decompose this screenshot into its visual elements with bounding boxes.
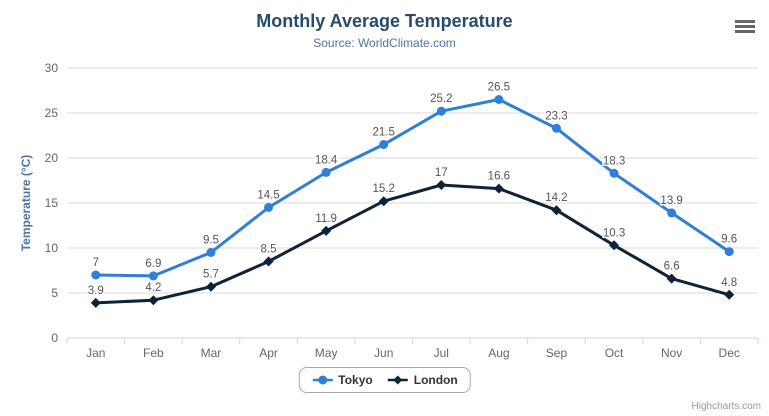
series-line-tokyo xyxy=(94,98,731,278)
y-axis-tick-label: 20 xyxy=(45,151,59,165)
data-point-tokyo-jul[interactable] xyxy=(436,106,446,116)
data-point-label: 11.9 xyxy=(315,213,337,225)
x-axis-label: Jun xyxy=(374,346,393,360)
tokyo-circle-marker-icon xyxy=(312,375,333,385)
data-point-tokyo-dec[interactable] xyxy=(724,247,734,257)
data-point-label: 6.9 xyxy=(145,258,161,270)
data-point-label: 9.5 xyxy=(203,235,219,247)
data-point-tokyo-mar[interactable] xyxy=(206,248,216,257)
data-point-label: 17 xyxy=(435,167,448,179)
data-point-tokyo-sep[interactable] xyxy=(551,123,561,133)
data-point-label: 6.6 xyxy=(664,261,680,273)
data-point-london-sep[interactable] xyxy=(551,205,562,216)
data-point-london-jul[interactable] xyxy=(436,180,447,190)
x-axis-label: Feb xyxy=(143,346,164,360)
x-axis-label: Nov xyxy=(661,346,682,360)
london-diamond-marker-icon xyxy=(387,375,408,385)
data-point-london-jun[interactable] xyxy=(378,196,389,207)
data-point-label: 18.4 xyxy=(315,154,338,166)
legend-label-tokyo: Tokyo xyxy=(338,373,373,387)
data-point-label: 9.6 xyxy=(721,234,737,246)
hamburger-icon xyxy=(735,19,755,23)
data-point-label: 8.5 xyxy=(261,244,277,256)
data-point-label: 4.2 xyxy=(145,282,161,294)
data-point-label: 7 xyxy=(93,257,99,269)
data-point-label: 18.3 xyxy=(603,155,625,167)
data-point-tokyo-apr[interactable] xyxy=(264,203,274,212)
x-axis-label: Oct xyxy=(605,346,624,360)
data-point-label: 4.8 xyxy=(721,277,737,289)
legend-item-tokyo[interactable]: Tokyo xyxy=(311,373,373,387)
data-point-label: 5.7 xyxy=(203,269,219,281)
legend-label-london: London xyxy=(413,373,458,387)
data-point-tokyo-jun[interactable] xyxy=(379,140,389,149)
data-point-london-jan[interactable] xyxy=(90,297,101,308)
y-axis-tick-label: 25 xyxy=(45,106,59,120)
data-point-label: 23.3 xyxy=(545,110,567,122)
y-axis-tick-label: 30 xyxy=(45,61,59,75)
legend-item-london[interactable]: London xyxy=(387,373,458,387)
legend: Tokyo London xyxy=(298,367,471,393)
chart-title: Monthly Average Temperature xyxy=(256,11,513,31)
y-axis-tick-label: 0 xyxy=(51,331,58,345)
x-axis-label: Mar xyxy=(201,346,222,360)
data-point-label: 25.2 xyxy=(430,93,452,105)
x-axis-label: Sep xyxy=(546,346,568,360)
data-point-label: 13.9 xyxy=(660,195,682,207)
data-point-label: 14.5 xyxy=(257,190,279,202)
x-axis-label: Apr xyxy=(259,346,278,360)
chart-subtitle: Source: WorldClimate.com xyxy=(313,36,456,50)
data-point-london-may[interactable] xyxy=(321,225,332,236)
data-point-london-apr[interactable] xyxy=(263,256,274,267)
data-point-label: 26.5 xyxy=(488,82,510,94)
data-point-tokyo-aug[interactable] xyxy=(494,95,504,104)
data-point-tokyo-may[interactable] xyxy=(321,167,331,177)
data-point-tokyo-nov[interactable] xyxy=(667,208,677,218)
y-axis-tick-label: 15 xyxy=(45,196,59,210)
credits-link[interactable]: Highcharts.com xyxy=(691,401,761,412)
data-point-london-dec[interactable] xyxy=(724,289,735,300)
data-point-london-nov[interactable] xyxy=(666,273,677,284)
x-axis-label: Jul xyxy=(434,346,449,360)
series-line-london xyxy=(94,183,731,305)
data-point-tokyo-oct[interactable] xyxy=(609,168,619,178)
y-axis-tick-label: 5 xyxy=(51,286,58,300)
data-point-london-feb[interactable] xyxy=(148,295,159,306)
data-point-label: 21.5 xyxy=(373,127,395,139)
data-point-london-oct[interactable] xyxy=(609,240,620,251)
context-menu-button[interactable] xyxy=(733,17,757,35)
data-point-london-mar[interactable] xyxy=(205,281,216,292)
data-point-tokyo-feb[interactable] xyxy=(148,271,158,281)
data-point-label: 10.3 xyxy=(603,227,625,239)
data-point-label: 3.9 xyxy=(88,285,104,297)
x-axis-label: Jan xyxy=(86,346,105,360)
data-point-tokyo-jan[interactable] xyxy=(91,270,101,280)
data-point-london-aug[interactable] xyxy=(493,183,504,194)
x-axis-label: Dec xyxy=(719,346,740,360)
data-point-label: 16.6 xyxy=(488,171,510,183)
x-axis-label: Aug xyxy=(488,346,509,360)
y-axis-tick-label: 10 xyxy=(45,241,59,255)
data-point-label: 15.2 xyxy=(373,183,395,195)
x-axis-label: May xyxy=(315,346,338,360)
data-point-label: 14.2 xyxy=(545,192,567,204)
